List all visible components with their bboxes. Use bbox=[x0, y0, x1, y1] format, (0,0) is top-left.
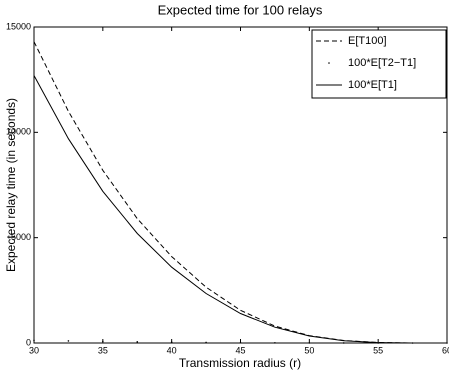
data-point bbox=[342, 342, 345, 344]
data-line bbox=[33, 75, 447, 344]
legend-label: 100*E[T2−T1] bbox=[348, 57, 416, 69]
legend-label: 100*E[T1] bbox=[348, 79, 397, 91]
data-line bbox=[33, 41, 447, 344]
data-point bbox=[274, 342, 276, 344]
chart-title: Expected time for 100 relays bbox=[158, 2, 323, 17]
x-tick-label: 40 bbox=[167, 345, 177, 355]
data-point bbox=[102, 340, 104, 343]
data-point bbox=[33, 339, 35, 342]
x-tick-label: 60 bbox=[442, 345, 449, 355]
y-tick-label: 15000 bbox=[6, 21, 31, 31]
y-tick-label: 5000 bbox=[11, 232, 31, 242]
x-tick-label: 30 bbox=[29, 345, 39, 355]
data-point bbox=[136, 341, 139, 343]
data-point bbox=[67, 340, 70, 342]
data-point bbox=[205, 341, 207, 344]
legend-label: E[T100] bbox=[348, 35, 387, 47]
x-tick-label: 55 bbox=[373, 345, 383, 355]
y-tick-label: 0 bbox=[26, 337, 31, 347]
data-point bbox=[239, 341, 242, 344]
data-point bbox=[170, 341, 173, 343]
x-axis-label: Transmission radius (r) bbox=[179, 356, 301, 370]
legend-symbol bbox=[328, 62, 330, 64]
x-tick-label: 35 bbox=[98, 345, 108, 355]
data-point bbox=[308, 342, 311, 344]
x-tick-label: 50 bbox=[304, 345, 314, 355]
y-axis-label: Expected relay time (in seconds) bbox=[4, 98, 18, 272]
y-tick-label: 10000 bbox=[6, 127, 31, 137]
x-tick-label: 45 bbox=[235, 345, 245, 355]
